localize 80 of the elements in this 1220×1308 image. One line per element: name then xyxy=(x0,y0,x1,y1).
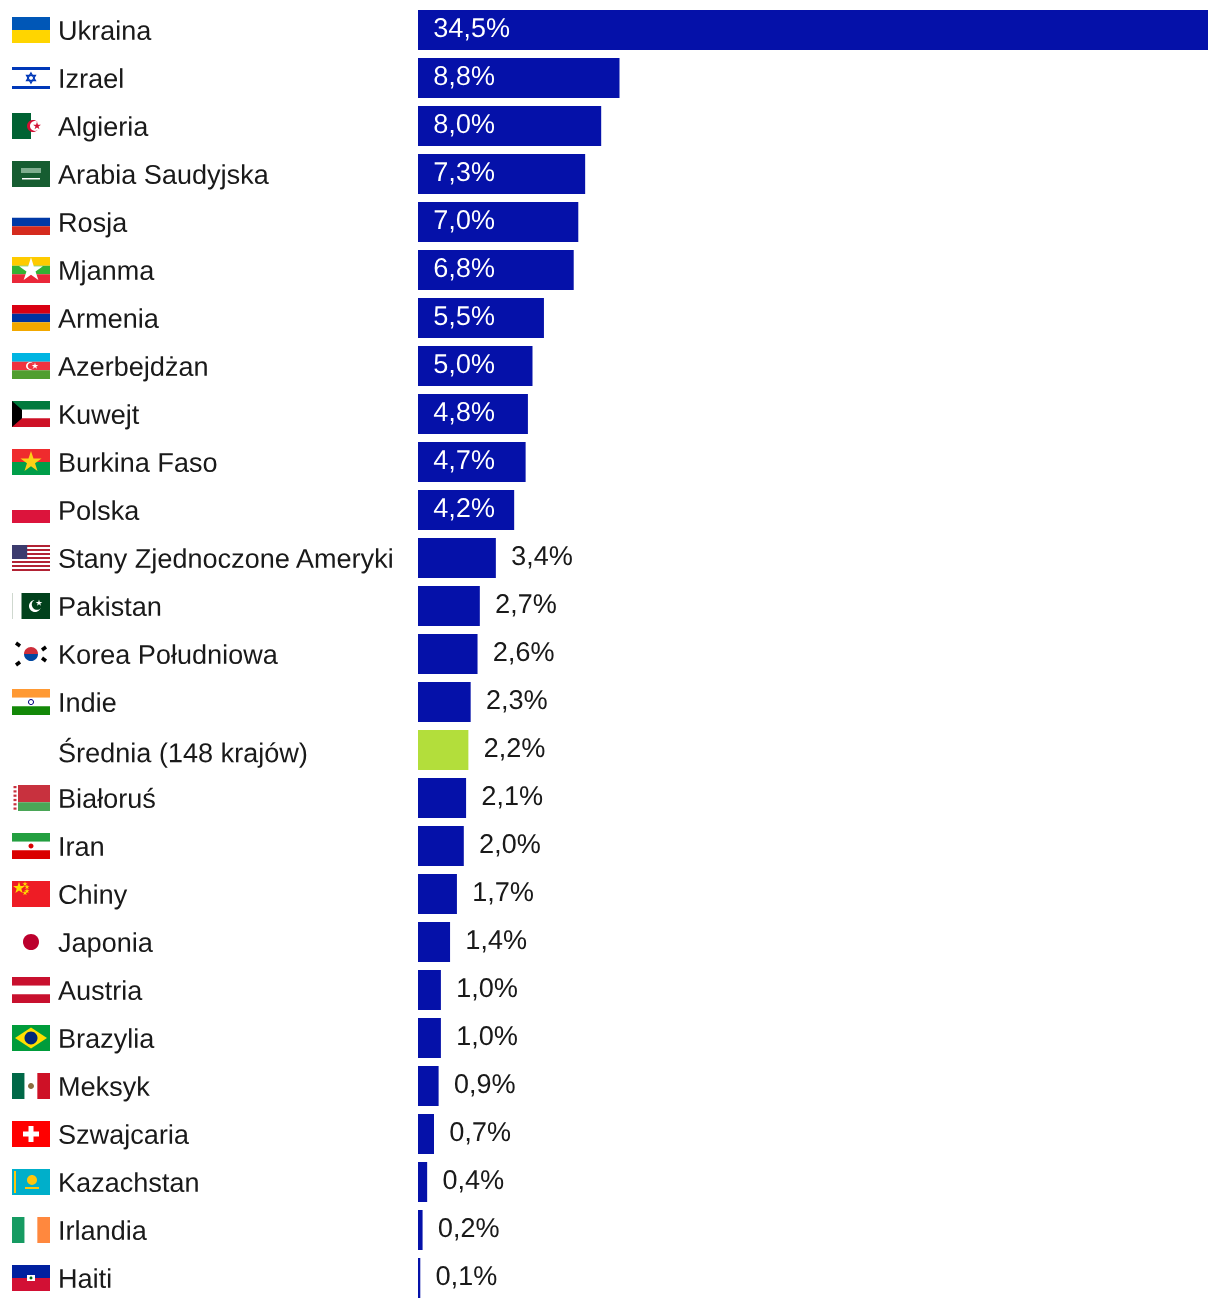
bar xyxy=(418,58,620,98)
bar xyxy=(418,490,515,530)
data-label: 0,2% xyxy=(438,1218,499,1241)
data-label: 7,0% xyxy=(434,210,495,233)
y-tick-label: Izrael xyxy=(60,68,123,89)
data-label: 1,4% xyxy=(467,930,527,953)
y-tick-label: Brazylia xyxy=(60,1028,155,1054)
data-label: 34,5% xyxy=(434,18,510,41)
data-label: 0,4% xyxy=(443,1170,504,1193)
bar xyxy=(418,1018,441,1058)
bar xyxy=(418,10,1208,50)
y-tick-label: Meksyk xyxy=(60,1076,150,1102)
y-tick-label: Kuwejt xyxy=(60,404,140,430)
bar xyxy=(418,970,441,1010)
bar xyxy=(418,154,586,194)
data-label: 2,3% xyxy=(487,690,547,713)
bar xyxy=(418,106,602,146)
y-tick-label: Armenia xyxy=(58,308,159,329)
bar xyxy=(418,1210,423,1250)
bar xyxy=(418,634,478,674)
data-label: 2,0% xyxy=(480,834,540,857)
data-label: 5,5% xyxy=(434,306,495,329)
y-tick-label: Japonia xyxy=(58,932,153,958)
y-tick-label: Azerbejdżan xyxy=(58,356,207,382)
data-label: 1,7% xyxy=(474,882,533,905)
y-tick-label: Szwajcaria xyxy=(59,1124,189,1150)
y-tick-label: Indie xyxy=(60,692,116,713)
bar xyxy=(418,874,457,914)
data-label: 8,8% xyxy=(434,66,495,89)
bar xyxy=(418,250,574,290)
y-tick-label: Burkina Faso xyxy=(60,452,217,473)
data-label: 0,7% xyxy=(450,1122,511,1145)
y-tick-label: Rosja xyxy=(60,212,128,238)
data-label: 1,0% xyxy=(458,1026,517,1049)
y-tick-label: Irlandia xyxy=(60,1220,147,1241)
data-label: 0,9% xyxy=(454,1074,515,1097)
bar xyxy=(418,778,467,818)
bar xyxy=(418,826,464,866)
y-tick-label: Kazachstan xyxy=(60,1172,198,1193)
bar xyxy=(418,1162,428,1202)
bar xyxy=(418,538,496,578)
y-tick-label: Austria xyxy=(58,980,143,1001)
y-tick-label: Algieria xyxy=(58,116,149,142)
data-label: 2,2% xyxy=(485,738,545,761)
data-label: 7,3% xyxy=(434,162,495,185)
bar xyxy=(418,586,480,626)
y-tick-label: Mjanma xyxy=(60,260,155,286)
bar xyxy=(418,1114,435,1154)
y-tick-label: Chiny xyxy=(59,884,128,910)
data-label: 1,0% xyxy=(458,978,517,1001)
bar xyxy=(418,730,469,770)
data-label: 6,8% xyxy=(434,258,495,281)
y-tick-label: Białoruś xyxy=(60,787,155,809)
data-label: 3,4% xyxy=(512,546,572,569)
data-label: 0,1% xyxy=(436,1266,497,1289)
bar xyxy=(418,202,579,242)
data-label: 4,8% xyxy=(433,402,495,425)
y-tick-label: Iran xyxy=(60,837,103,857)
bar xyxy=(418,346,533,386)
y-tick-label: Pakistan xyxy=(60,596,161,617)
bar xyxy=(418,682,471,722)
y-tick-label: Stany Zjednoczone Ameryki xyxy=(59,548,392,574)
data-label: 2,1% xyxy=(482,786,543,809)
bar xyxy=(418,1066,439,1106)
y-tick-label: Średnia (148 krajów) xyxy=(59,737,307,768)
data-label: 4,2% xyxy=(433,498,495,521)
data-label: 5,0% xyxy=(434,354,495,377)
y-tick-label: Ukraina xyxy=(60,20,152,41)
data-label: 2,7% xyxy=(496,594,556,617)
y-tick-label: Arabia Saudyjska xyxy=(58,164,269,190)
bar xyxy=(418,394,528,434)
data-label: 8,0% xyxy=(434,114,495,137)
bar xyxy=(418,442,526,482)
data-label: 2,6% xyxy=(494,642,554,665)
y-tick-label: Polska xyxy=(60,500,140,521)
bar xyxy=(418,298,544,338)
y-tick-label: Korea Południowa xyxy=(60,644,278,665)
y-tick-label: Haiti xyxy=(60,1268,111,1289)
bar xyxy=(418,922,451,962)
data-label: 4,7% xyxy=(433,450,495,473)
